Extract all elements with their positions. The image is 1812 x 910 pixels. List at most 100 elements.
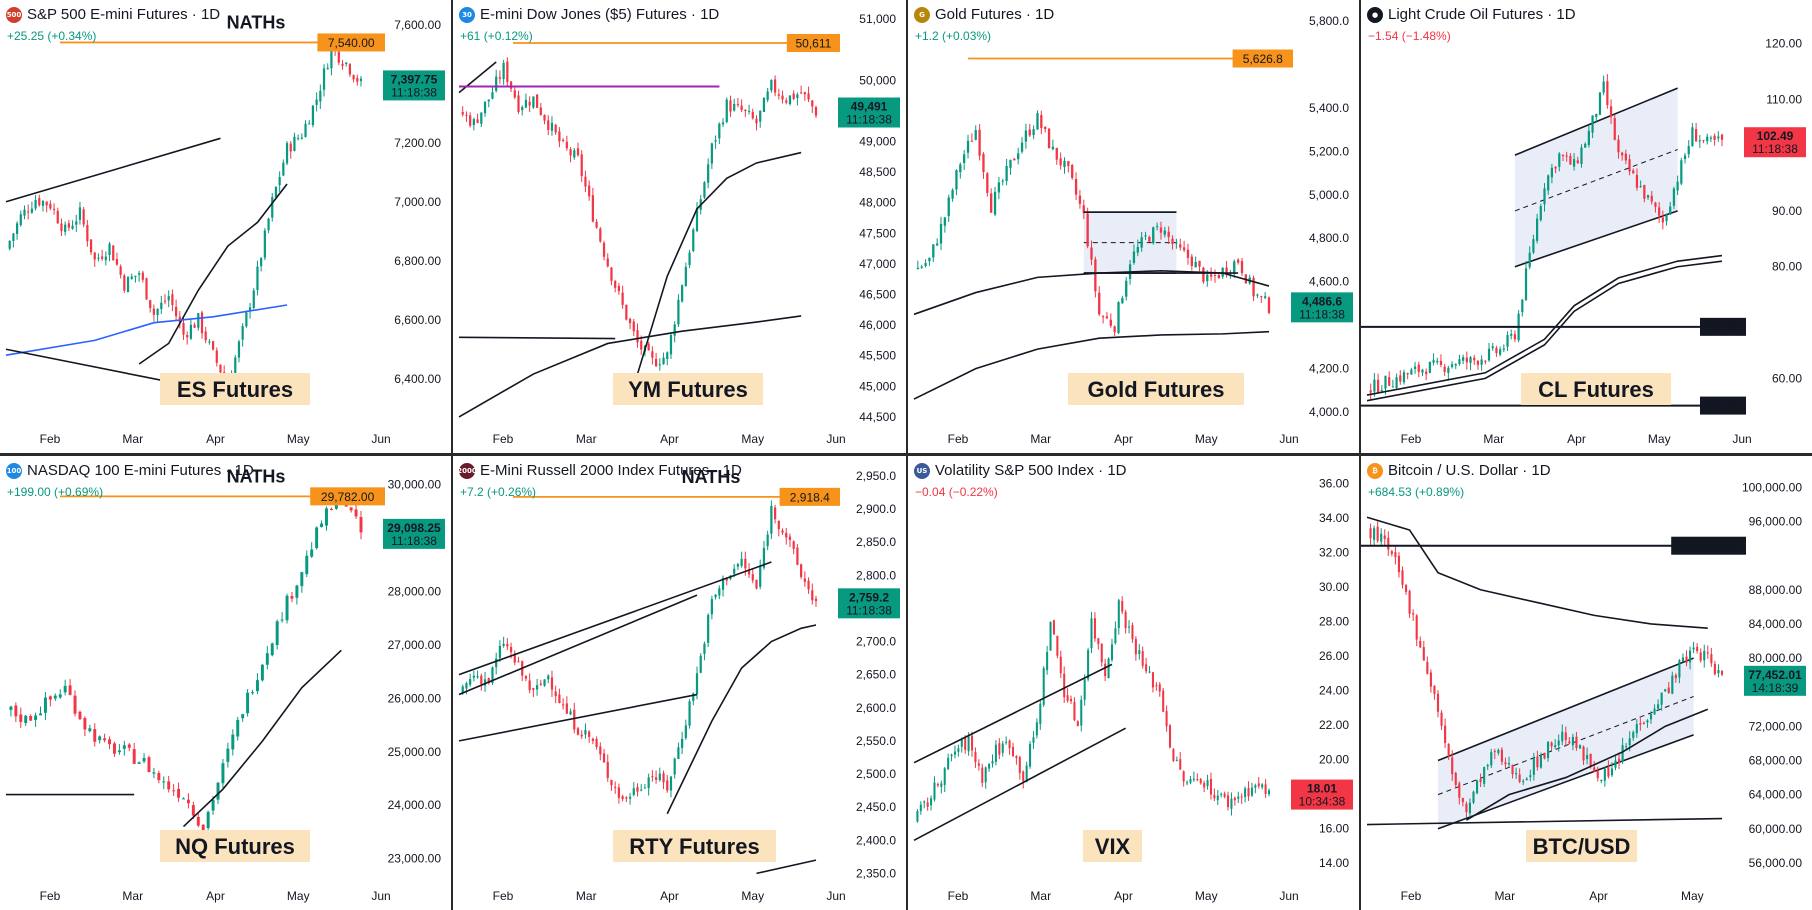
candle	[1717, 131, 1720, 142]
candle	[64, 221, 67, 236]
chart-canvas-gc[interactable]: 5,626.8 5,800.0 5,400.0 5,200.0 5,000.0 4,800…	[908, 0, 1359, 453]
candle	[38, 194, 41, 207]
symbol-title[interactable]: Bitcoin / U.S. Dollar · 1D	[1388, 462, 1551, 479]
candle	[34, 712, 38, 727]
candle	[67, 219, 70, 231]
candle	[539, 679, 542, 687]
chart-panel-nq[interactable]: 29,782.00 30,000.00 28,000.00 27,000.00 26,0…	[0, 456, 451, 910]
candle	[1702, 139, 1705, 144]
candle	[733, 98, 736, 112]
y-tick-label: 24.00	[1319, 683, 1349, 697]
chart-tag: Gold Futures	[1088, 377, 1225, 402]
symbol-icon: 500	[6, 6, 22, 23]
chart-panel-gc[interactable]: 5,626.8 5,800.0 5,400.0 5,200.0 5,000.0 4,800…	[908, 0, 1359, 453]
candle	[1587, 125, 1590, 148]
candle	[588, 730, 591, 743]
candle	[681, 284, 684, 303]
chart-panel-ym[interactable]: 50,61151,00050,00049,50049,00048,50048,0…	[453, 0, 906, 453]
candle	[204, 327, 207, 344]
candle	[714, 594, 717, 600]
chart-canvas-rty[interactable]: 2,918.4 2,950.0 2,900.0 2,850.0 2,800.0 2,700…	[453, 456, 906, 910]
candle	[610, 266, 613, 286]
trend-line	[458, 561, 772, 676]
chart-panel-vix[interactable]: 36.00 34.00 32.00 30.00 28.00 26.00 24.00 22.00…	[908, 456, 1359, 910]
chart-panel-rty[interactable]: 2,918.4 2,950.0 2,900.0 2,850.0 2,800.0 2,700…	[453, 456, 906, 910]
candle	[703, 181, 706, 199]
candle	[517, 656, 520, 663]
candle	[714, 135, 717, 149]
candle	[1432, 353, 1435, 366]
chart-canvas-cl[interactable]: 69.23 55.12 120.00 110.00 90.00 80.00 60.00 Feb…	[1361, 0, 1812, 453]
symbol-header[interactable]: ₿ Bitcoin / U.S. Dollar · 1D	[1367, 462, 1551, 479]
candle	[1428, 361, 1431, 374]
candle	[1073, 697, 1076, 722]
candle	[24, 715, 28, 726]
symbol-header[interactable]: 30 E-mini Dow Jones ($5) Futures · 1D	[459, 6, 719, 23]
candle	[1653, 704, 1656, 715]
symbol-header[interactable]: G Gold Futures · 1D	[914, 6, 1054, 23]
candle	[1369, 523, 1372, 545]
symbol-header[interactable]: US Volatility S&P 500 Index · 1D	[914, 462, 1127, 479]
symbol-header[interactable]: 2000 E-Mini Russell 2000 Index Futures · …	[457, 462, 742, 479]
candle	[666, 351, 669, 366]
candle	[305, 550, 309, 578]
symbol-header[interactable]: 100 NASDAQ 100 E-mini Futures · 1D	[6, 462, 254, 479]
candle	[1155, 222, 1159, 231]
y-tick-label: 22.00	[1319, 718, 1349, 732]
candle	[1022, 770, 1025, 789]
chart-tag-bg	[160, 830, 310, 862]
candle	[1447, 743, 1450, 760]
chart-canvas-ym[interactable]: 50,61151,00050,00049,50049,00048,50048,0…	[453, 0, 906, 453]
panel-divider	[1359, 0, 1361, 910]
trend-line	[756, 859, 817, 875]
candle	[311, 104, 315, 128]
candle	[1011, 742, 1015, 757]
candle	[1632, 730, 1635, 741]
candle	[1076, 720, 1079, 727]
y-tick-label: 7,200.00	[394, 136, 441, 150]
symbol-title[interactable]: E-Mini Russell 2000 Index Futures · 1D	[480, 462, 742, 479]
symbol-title[interactable]: Light Crude Oil Futures · 1D	[1388, 6, 1576, 23]
symbol-title[interactable]: Volatility S&P 500 Index · 1D	[935, 462, 1127, 479]
candle	[658, 767, 661, 782]
candle	[156, 308, 159, 322]
candle	[480, 673, 483, 691]
chart-canvas-btc[interactable]: 93,161.86 100,000.00 96,000.00 88,000.00 84,…	[1361, 456, 1812, 910]
x-tick-label: Jun	[371, 889, 390, 903]
candle	[1564, 726, 1567, 746]
chart-panel-cl[interactable]: 69.23 55.12 120.00 110.00 90.00 80.00 60.00 Feb…	[1361, 0, 1812, 453]
candle	[935, 238, 939, 247]
symbol-title[interactable]: E-mini Dow Jones ($5) Futures · 1D	[480, 6, 720, 23]
chart-canvas-es[interactable]: 7,540.007,600.007,400.007,200.007,000.00…	[0, 0, 451, 453]
y-tick-label: 56,000.00	[1749, 856, 1803, 870]
candle	[1486, 763, 1489, 770]
candle	[982, 152, 985, 179]
symbol-title[interactable]: NASDAQ 100 E-mini Futures · 1D	[27, 462, 254, 479]
chart-canvas-nq[interactable]: 29,782.00 30,000.00 28,000.00 27,000.00 26,0…	[0, 456, 451, 910]
candle	[707, 158, 710, 189]
candle	[1182, 770, 1185, 787]
chart-canvas-vix[interactable]: 36.00 34.00 32.00 30.00 28.00 26.00 24.00 22.00…	[908, 456, 1359, 910]
symbol-title[interactable]: S&P 500 E-mini Futures · 1D	[27, 6, 221, 23]
candle	[149, 299, 152, 313]
candle	[304, 120, 307, 138]
candle	[1402, 369, 1406, 385]
y-tick-label: 7,600.00	[394, 18, 441, 32]
candle	[162, 776, 166, 790]
candle	[591, 737, 594, 745]
chart-tag-bg	[613, 830, 776, 862]
candle	[319, 84, 322, 109]
candle	[924, 259, 927, 268]
chart-panel-es[interactable]: 7,540.007,600.007,400.007,200.007,000.00…	[0, 0, 451, 453]
candle	[1032, 731, 1035, 749]
candle	[792, 540, 795, 555]
chart-panel-btc[interactable]: 93,161.86 100,000.00 96,000.00 88,000.00 84,…	[1361, 456, 1812, 910]
symbol-title[interactable]: Gold Futures · 1D	[935, 6, 1055, 23]
symbol-header[interactable]: ● Light Crude Oil Futures · 1D	[1367, 6, 1576, 23]
candle	[275, 619, 279, 650]
key-level-label: 93,161.86	[1682, 539, 1736, 553]
candle	[1015, 755, 1018, 765]
candle	[1447, 365, 1450, 380]
y-tick-label: 64,000.00	[1749, 788, 1803, 802]
symbol-header[interactable]: 500 S&P 500 E-mini Futures · 1D	[6, 6, 220, 23]
